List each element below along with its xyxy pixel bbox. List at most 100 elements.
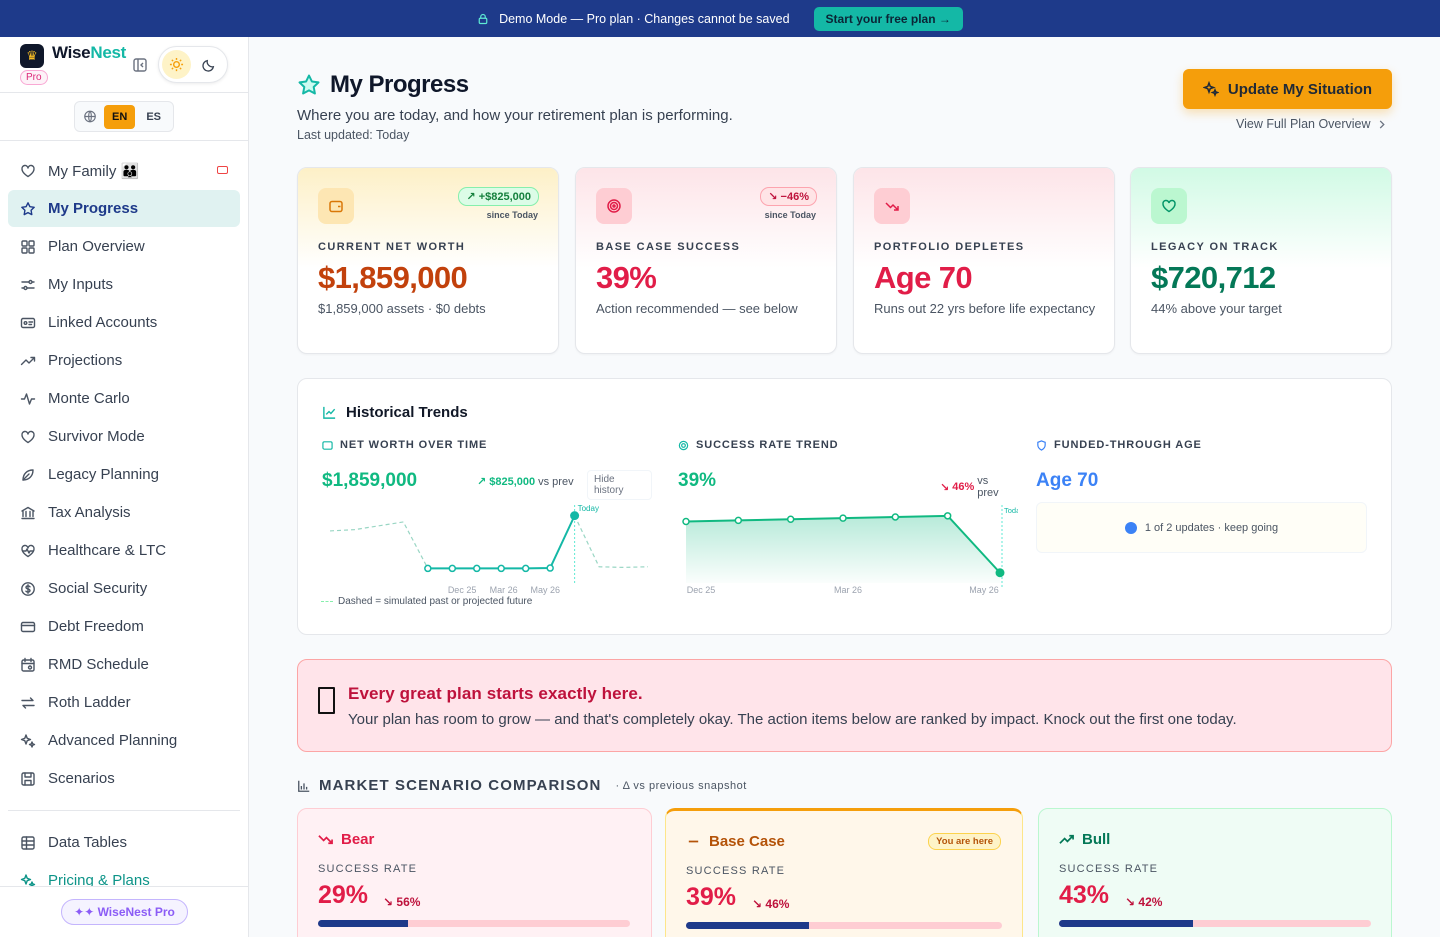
- lang-en-button[interactable]: EN: [104, 104, 136, 129]
- sidebar-item-label: Monte Carlo: [48, 390, 130, 407]
- success-trend-label: SUCCESS RATE TREND: [678, 439, 1008, 451]
- sidebar-item-projections[interactable]: Projections: [8, 342, 240, 379]
- today-label: Today: [578, 505, 599, 513]
- view-plan-overview-link[interactable]: View Full Plan Overview: [1236, 117, 1386, 131]
- shield-icon: [1037, 439, 1046, 451]
- sidebar-item-label: My Family 👪: [48, 162, 140, 180]
- today-point: [570, 511, 580, 521]
- encouragement-text: Your plan has room to grow — and that's …: [348, 711, 1237, 728]
- sidebar-item-linked-accounts[interactable]: Linked Accounts: [8, 304, 240, 341]
- sidebar-item-my-inputs[interactable]: My Inputs: [8, 266, 240, 303]
- moon-icon[interactable]: [196, 52, 222, 78]
- sidebar-item-scenarios[interactable]: Scenarios: [8, 760, 240, 797]
- sidebar-item-label: Scenarios: [48, 770, 115, 787]
- scenario-progress-fill: [1059, 920, 1194, 927]
- account-card-icon: [20, 317, 36, 328]
- delta-value: $825,000: [489, 475, 536, 488]
- sidebar-item-label: Healthcare & LTC: [48, 542, 167, 559]
- sidebar-item-healthcare-ltc[interactable]: Healthcare & LTC: [8, 532, 240, 569]
- sidebar-item-label: Linked Accounts: [48, 314, 158, 331]
- scenario-change: ↘ 46%: [752, 897, 790, 911]
- start-free-plan-button[interactable]: Start your free plan →: [813, 6, 963, 31]
- wisenest-pro-button[interactable]: ✦✦ WiseNest Pro: [61, 899, 188, 925]
- scenario-label: SUCCESS RATE: [686, 865, 786, 877]
- lang-es-button[interactable]: ES: [146, 110, 161, 123]
- x-tick-label: Dec 25: [448, 585, 477, 595]
- scenario-progress-bar: [1059, 920, 1371, 927]
- dollar-circle-icon: [21, 581, 35, 596]
- kpi-label: PORTFOLIO DEPLETES: [874, 241, 1025, 253]
- scenario-card-bear[interactable]: Bear SUCCESS RATE 29% ↘ 56%: [297, 808, 652, 937]
- sun-icon[interactable]: [162, 50, 191, 79]
- target-icon: [678, 440, 689, 450]
- hide-history-button[interactable]: Hide history: [587, 470, 652, 500]
- sidebar-item-survivor-mode[interactable]: Survivor Mode: [8, 418, 240, 455]
- scenario-name: Base Case: [686, 833, 785, 850]
- last-updated: Last updated: Today: [297, 128, 410, 142]
- scenario-name: Bull: [1059, 831, 1110, 848]
- funded-progress-note: 1 of 2 updates · keep going: [1036, 502, 1367, 553]
- sidebar-item-my-progress[interactable]: My Progress: [8, 190, 240, 227]
- kpi-delta: ↗ +$825,000: [458, 187, 539, 206]
- kpi-label: CURRENT NET WORTH: [318, 241, 466, 253]
- sidebar-item-monte-carlo[interactable]: Monte Carlo: [8, 380, 240, 417]
- sidebar-item-data-tables[interactable]: Data Tables: [8, 824, 240, 861]
- sliders-icon: [21, 279, 35, 290]
- sidebar-item-label: Survivor Mode: [48, 428, 145, 445]
- sidebar-item-roth-ladder[interactable]: Roth Ladder: [8, 684, 240, 721]
- grid-icon: [21, 239, 35, 254]
- sidebar-item-tax-analysis[interactable]: Tax Analysis: [8, 494, 240, 531]
- data-point: [839, 514, 847, 522]
- kpi-card-net-worth[interactable]: ↗ +$825,000 since Today CURRENT NET WORT…: [297, 167, 559, 354]
- wallet-icon: [322, 440, 333, 450]
- kpi-value: Age 70: [874, 260, 973, 295]
- kpi-label: BASE CASE SUCCESS: [596, 241, 741, 253]
- scenario-value: 39%: [686, 883, 737, 911]
- kpi-card-depletes[interactable]: PORTFOLIO DEPLETES Age 70 Runs out 22 yr…: [853, 167, 1115, 354]
- brand[interactable]: ♛ WiseNest: [20, 43, 126, 68]
- sidebar-item-my-family[interactable]: My Family 👪: [8, 152, 240, 189]
- update-situation-label: Update My Situation: [1227, 80, 1373, 98]
- sidebar-item-plan-overview[interactable]: Plan Overview: [8, 228, 240, 265]
- sidebar-item-label: Legacy Planning: [48, 466, 159, 483]
- target-icon: [596, 188, 632, 224]
- theme-toggle[interactable]: [158, 46, 228, 83]
- sidebar-item-social-security[interactable]: Social Security: [8, 570, 240, 607]
- scenario-card-base[interactable]: Base Case You are here SUCCESS RATE 39% …: [665, 808, 1023, 937]
- sidebar-item-debt-freedom[interactable]: Debt Freedom: [8, 608, 240, 645]
- heart-pulse-icon: [21, 544, 35, 557]
- projected-future-line: [574, 515, 649, 569]
- data-point: [497, 564, 505, 573]
- success-chart: Today Dec 25 Mar 26 May 26: [682, 505, 1018, 595]
- sidebar-item-advanced-planning[interactable]: Advanced Planning: [8, 722, 240, 759]
- kpi-card-success[interactable]: ↘ −46% since Today BASE CASE SUCCESS 39%…: [575, 167, 837, 354]
- funded-note-text: 1 of 2 updates · keep going: [1144, 521, 1279, 534]
- bank-icon: [21, 506, 35, 519]
- kpi-card-legacy[interactable]: LEGACY ON TRACK $720,712 44% above your …: [1130, 167, 1392, 354]
- page-header: My Progress Where you are today, and how…: [297, 71, 733, 142]
- scenario-change: ↘ 42%: [1125, 895, 1163, 909]
- actual-line: [427, 515, 576, 570]
- star-icon: [21, 201, 35, 215]
- leaf-icon: [22, 468, 34, 481]
- funded-trend: FUNDED-THROUGH AGE Age 70: [1036, 439, 1366, 619]
- data-point: [546, 564, 554, 572]
- sidebar: ♛ WiseNest Pro EN ES My Family 👪 My Progr…: [0, 37, 249, 937]
- x-tick-label: Mar 26: [490, 585, 518, 595]
- x-tick-label: Mar 26: [834, 585, 862, 595]
- success-trend: SUCCESS RATE TREND 39% ↘ 46% vs prev Tod…: [678, 439, 1018, 619]
- sidebar-item-legacy-planning[interactable]: Legacy Planning: [8, 456, 240, 493]
- scenario-label: SUCCESS RATE: [318, 863, 418, 875]
- collapse-sidebar-icon[interactable]: [132, 57, 148, 73]
- vs-label: vs prev: [538, 475, 574, 488]
- sidebar-item-rmd-schedule[interactable]: RMD Schedule: [8, 646, 240, 683]
- funded-trend-label: FUNDED-THROUGH AGE: [1036, 439, 1366, 451]
- scenario-card-bull[interactable]: Bull SUCCESS RATE 43% ↘ 42%: [1038, 808, 1392, 937]
- minus-icon: [688, 840, 699, 843]
- you-are-here-badge: You are here: [928, 833, 1001, 850]
- scenario-value: 43%: [1059, 881, 1110, 909]
- update-situation-button[interactable]: Update My Situation: [1183, 69, 1392, 109]
- kpi-note: Runs out 22 yrs before life expectancy: [874, 301, 1096, 316]
- kpi-note: 44% above your target: [1151, 301, 1282, 316]
- trend-up-icon: ↗: [477, 476, 487, 488]
